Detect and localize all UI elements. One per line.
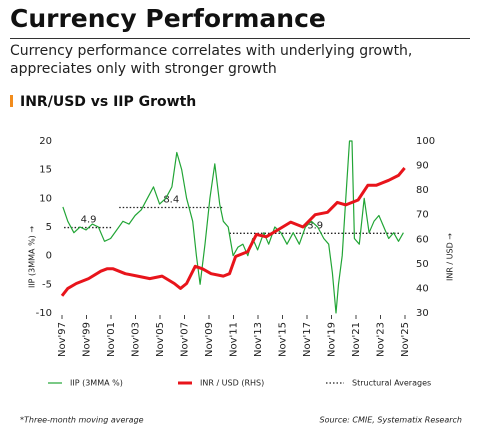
- x-tick-label: Nov'19: [327, 322, 338, 357]
- average-label: 8.4: [163, 195, 179, 206]
- chart-title: INR/USD vs IIP Growth: [10, 94, 196, 110]
- source: Source: CMIE, Systematix Research: [320, 416, 462, 425]
- y-tick-label: 0: [46, 251, 52, 262]
- y2-tick-label: 100: [416, 136, 435, 147]
- y-tick-label: 15: [39, 165, 52, 176]
- y-tick-label: -10: [36, 308, 52, 319]
- series-line: [60, 167, 406, 297]
- x-tick-label: Nov'15: [278, 322, 289, 357]
- x-tick-label: Nov'17: [302, 322, 313, 357]
- y2-tick-label: 50: [416, 259, 429, 270]
- y-tick-label: 20: [39, 136, 52, 147]
- x-tick-label: Nov'97: [57, 322, 68, 357]
- x-tick-label: Nov'09: [204, 322, 215, 357]
- average-label: 3.9: [307, 220, 323, 231]
- x-tick-label: Nov'11: [229, 322, 240, 357]
- x-tick-label: Nov'25: [400, 322, 411, 357]
- x-tick-label: Nov'07: [180, 322, 191, 357]
- x-tick-label: Nov'01: [106, 322, 117, 357]
- y-axis-label: IIP (3MMA %) →: [28, 226, 37, 288]
- title: Currency Performance: [10, 4, 326, 33]
- y-tick-label: 5: [46, 222, 52, 233]
- y2-tick-label: 80: [416, 185, 429, 196]
- average-label: 4.9: [81, 215, 97, 226]
- y2-axis-label: INR / USD →: [446, 233, 455, 281]
- y-tick-label: -5: [42, 279, 52, 290]
- legend-label: Structural Averages: [352, 379, 431, 388]
- series-line: [62, 140, 404, 314]
- x-tick-label: Nov'05: [155, 322, 166, 357]
- x-tick-label: Nov'21: [351, 322, 362, 357]
- x-tick-label: Nov'23: [376, 322, 387, 357]
- x-tick-label: Nov'13: [253, 322, 264, 357]
- y-tick-label: 10: [39, 193, 52, 204]
- subtitle: Currency performance correlates with und…: [10, 43, 413, 77]
- y2-tick-label: 60: [416, 234, 429, 245]
- legend-label: INR / USD (RHS): [200, 379, 264, 388]
- divider: [10, 38, 470, 39]
- y2-tick-label: 90: [416, 161, 429, 172]
- x-tick-label: Nov'99: [82, 322, 93, 357]
- legend-label: IIP (3MMA %): [70, 379, 123, 388]
- y2-tick-label: 30: [416, 308, 429, 319]
- x-tick-label: Nov'03: [131, 322, 142, 357]
- footnote: *Three-month moving average: [20, 416, 144, 425]
- y2-tick-label: 40: [416, 283, 429, 294]
- y2-tick-label: 70: [416, 210, 429, 221]
